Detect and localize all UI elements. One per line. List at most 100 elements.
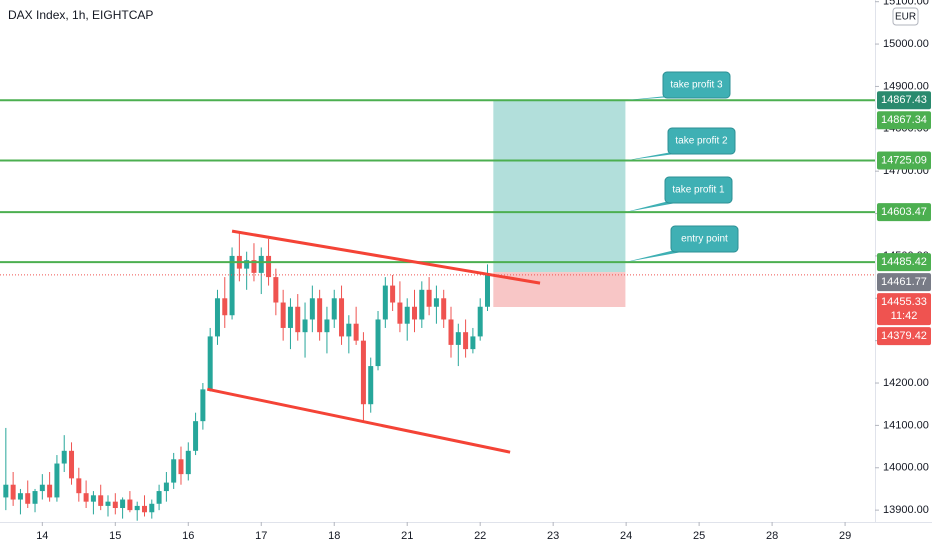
plot-area (0, 99, 875, 521)
candle-body (302, 319, 308, 333)
candle-body (25, 493, 31, 504)
price-badge-label: 14461.77 (881, 276, 927, 288)
candle-body (339, 298, 345, 337)
candle-body (156, 491, 162, 504)
candle-body (463, 332, 469, 350)
currency: EUR (895, 12, 916, 23)
candle-body (214, 298, 220, 337)
chart-title: DAX Index, 1h, EIGHTCAP (8, 8, 153, 22)
price-badge-label: 14867.43 (881, 94, 927, 106)
candle-body (368, 366, 374, 405)
candle-body (185, 450, 191, 475)
y-tick-label: 14000.00 (883, 462, 929, 474)
callout-label: take profit 3 (670, 80, 723, 91)
y-tick-label: 14900.00 (883, 80, 929, 92)
y-tick-label: 15100.00 (883, 0, 929, 8)
candle-body (360, 340, 366, 405)
candle-body (149, 503, 155, 513)
price-badge-label: 14725.09 (881, 154, 927, 166)
x-tick-label: 16 (182, 530, 194, 542)
callout-box (670, 225, 739, 253)
price-badge-label: 14867.34 (881, 114, 927, 126)
candle-body (112, 501, 118, 509)
callout-pointer (625, 152, 690, 161)
price-badge (877, 203, 931, 222)
candle-body (441, 298, 447, 320)
candle-body (331, 298, 337, 320)
y-tick-label: 14100.00 (883, 419, 929, 431)
candle-body (178, 459, 184, 475)
candle-body (433, 298, 439, 307)
candle-body (390, 285, 396, 303)
candle-body (375, 319, 381, 367)
price-badge (877, 273, 931, 292)
candle-body (39, 484, 45, 492)
x-tick-label: 28 (766, 530, 778, 542)
candle-body (273, 277, 279, 303)
price-badge-label: 14379.42 (881, 330, 927, 342)
candle-body (404, 306, 410, 324)
price-badge (877, 253, 931, 272)
candle-body (229, 255, 235, 316)
x-tick-label: 14 (36, 530, 48, 542)
candle-body (244, 260, 250, 269)
candle-body (54, 463, 60, 498)
candle-body (76, 478, 82, 494)
candle-body (171, 459, 177, 483)
candle-body (17, 493, 23, 500)
candle-body (324, 319, 330, 333)
candle-body (207, 336, 213, 390)
callout-pointer (625, 201, 687, 213)
currency-box[interactable] (892, 7, 919, 26)
y-tick-label: 13900.00 (883, 504, 929, 516)
candle-body (412, 306, 418, 320)
x-tick-label: 18 (328, 530, 340, 542)
callout-box (662, 71, 731, 99)
candle-body (222, 298, 228, 316)
callout-label: take profit 2 (675, 136, 728, 147)
x-tick-label: 29 (839, 530, 851, 542)
price-badge (877, 327, 931, 346)
x-tick-label: 25 (693, 530, 705, 542)
candle-body (120, 499, 126, 509)
candle-body (251, 260, 257, 273)
candle-body (448, 319, 454, 345)
callout-box (667, 127, 736, 155)
candle-body (309, 298, 315, 320)
candle-body (69, 450, 75, 479)
countdown: 11:42 (891, 310, 918, 322)
x-tick-label: 22 (474, 530, 486, 542)
target-zone (493, 100, 626, 273)
x-tick-label: 21 (401, 530, 413, 542)
candle-body (98, 495, 104, 506)
candle-body (470, 336, 476, 350)
candle-body (200, 389, 206, 422)
candle-body (353, 323, 359, 341)
candle-body (455, 332, 461, 345)
x-tick-label: 15 (109, 530, 121, 542)
candle-body (47, 484, 53, 498)
x-tick-label: 24 (620, 530, 632, 542)
candle-body (419, 289, 425, 320)
callout-box (664, 176, 733, 204)
candle-body (3, 484, 9, 498)
candle-body (382, 285, 388, 320)
candle-body (346, 323, 352, 337)
candle-body (295, 306, 301, 333)
candle-body (134, 505, 140, 511)
candle-body (10, 484, 16, 500)
price-badge (877, 293, 931, 326)
price-badge (877, 151, 931, 170)
price-badge-label: 14603.47 (881, 206, 927, 218)
x-tick-label: 23 (547, 530, 559, 542)
candle-body (317, 298, 323, 333)
price-badge-label: 14455.33 (881, 296, 927, 308)
candle-body (61, 450, 67, 464)
candle-body (90, 495, 96, 502)
candle-body (484, 274, 490, 307)
y-tick-label: 15000.00 (883, 38, 929, 50)
x-tick-label: 17 (255, 530, 267, 542)
candle-body (193, 421, 199, 451)
callout-label: take profit 1 (672, 185, 725, 196)
